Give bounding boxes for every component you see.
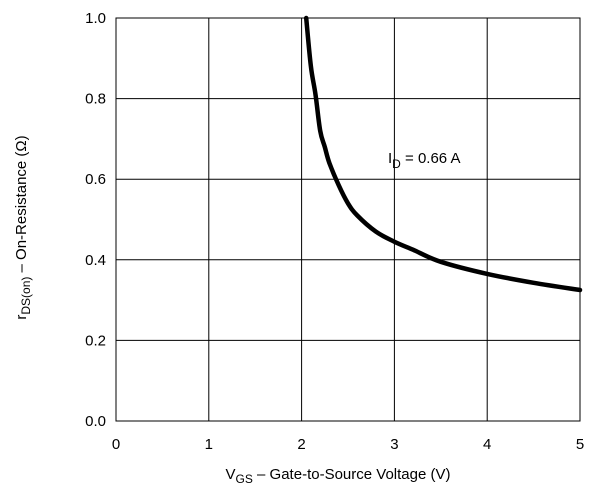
x-tick-label: 4: [483, 436, 491, 453]
y-tick-label: 0.8: [85, 91, 106, 108]
y-axis-label: rDS(on) – On-Resistance (Ω): [13, 135, 33, 319]
x-axis-label: VGS – Gate-to-Source Voltage (V): [226, 466, 451, 484]
annotation-main: I: [388, 150, 392, 167]
x-tick-label: 3: [390, 436, 398, 453]
y-tick-label: 1.0: [85, 10, 106, 27]
y-tick-label: 0.2: [85, 332, 106, 349]
y-tick-label: 0.4: [85, 252, 106, 269]
annotation-sub: D: [392, 157, 401, 171]
y-tick-label: 0.0: [85, 413, 106, 430]
y-axis-label-main: r: [13, 315, 30, 320]
y-axis-label-rest: – On-Resistance (Ω): [13, 135, 30, 276]
x-tick-label: 2: [297, 436, 305, 453]
x-axis-label-main: V: [226, 466, 236, 483]
x-tick-label: 5: [576, 436, 584, 453]
annotation-rest: = 0.66 A: [401, 150, 461, 167]
x-tick-labels: 0 1 2 3 4 5: [112, 436, 584, 453]
grid: [115, 17, 581, 422]
series-line: [303, 15, 583, 293]
x-tick-label: 1: [205, 436, 213, 453]
plot-frame: [115, 17, 581, 422]
y-tick-labels: 0.0 0.2 0.4 0.6 0.8 1.0: [85, 10, 106, 430]
y-axis-label-sub: DS(on): [19, 277, 33, 315]
x-axis-label-rest: – Gate-to-Source Voltage (V): [253, 466, 451, 483]
y-tick-label: 0.6: [85, 171, 106, 188]
x-axis-label-sub: GS: [236, 472, 253, 484]
current-annotation: ID = 0.66 A: [388, 150, 460, 171]
x-tick-label: 0: [112, 436, 120, 453]
